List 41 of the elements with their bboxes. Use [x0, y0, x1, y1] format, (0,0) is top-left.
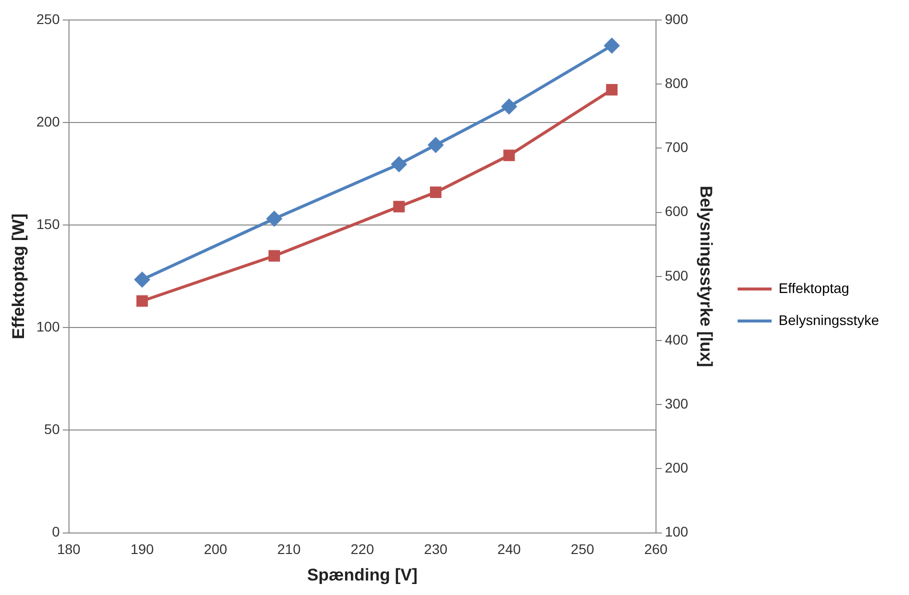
- x-tick-label: 190: [130, 541, 154, 558]
- point: [428, 137, 444, 152]
- y2-tick-label: 200: [664, 460, 688, 476]
- y2-tick-label: 500: [664, 267, 688, 284]
- y-tick-label: 100: [36, 318, 60, 335]
- y2-tick-label: 400: [664, 331, 688, 348]
- point: [503, 150, 515, 162]
- x-tick-label: 260: [644, 541, 668, 558]
- y-axis-title: Effektoptag [W]: [8, 214, 28, 340]
- y2-tick-label: 300: [664, 395, 688, 412]
- y-tick-label: 200: [36, 113, 60, 130]
- point: [136, 295, 148, 307]
- y2-tick-label: 900: [664, 10, 688, 27]
- y-tick-label: 150: [36, 216, 60, 232]
- point: [430, 186, 442, 198]
- point: [502, 99, 517, 114]
- point: [606, 84, 618, 96]
- x-tick-label: 200: [204, 541, 228, 558]
- x-tick-label: 230: [424, 541, 448, 558]
- y2-tick-label: 100: [664, 524, 688, 540]
- legend-label: Belysningsstyke: [778, 312, 880, 328]
- y2-tick-label: 800: [664, 74, 688, 91]
- x-tick-label: 180: [57, 541, 81, 558]
- y-tick-label: 50: [44, 421, 60, 438]
- point: [604, 38, 620, 54]
- y-tick-label: 0: [52, 524, 60, 540]
- point: [268, 250, 280, 262]
- point: [266, 211, 282, 226]
- point: [392, 156, 407, 172]
- x-tick-label: 210: [277, 541, 301, 558]
- point: [393, 200, 405, 212]
- y2-axis-title: Belysningsstyrke [lux]: [696, 186, 716, 368]
- legend-label: Effektoptag: [778, 280, 850, 296]
- y2-tick-label: 600: [664, 203, 688, 220]
- point: [134, 272, 150, 288]
- y-tick-label: 250: [36, 10, 60, 27]
- x-tick-label: 220: [350, 541, 374, 558]
- x-tick-label: 240: [497, 541, 521, 558]
- y2-tick-label: 700: [664, 139, 688, 156]
- x-axis-title: Spænding [V]: [307, 565, 418, 584]
- x-tick-label: 250: [570, 541, 594, 558]
